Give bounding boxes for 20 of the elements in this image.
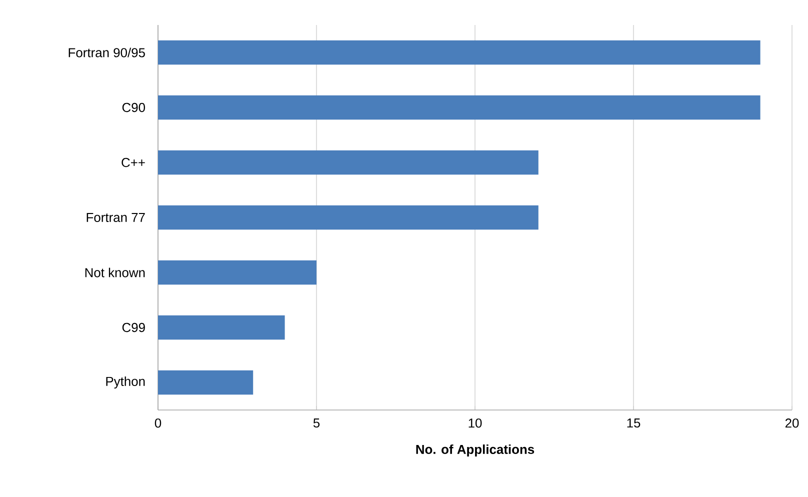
bar — [158, 40, 760, 65]
x-tick-label: 20 — [785, 418, 799, 428]
y-tick-label: Fortran 77 — [86, 212, 145, 222]
x-tick-label: 5 — [313, 418, 320, 428]
x-tick-label: 0 — [154, 418, 162, 428]
bar — [158, 95, 760, 120]
y-tick-label: C++ — [122, 158, 145, 168]
bar — [158, 260, 316, 285]
x-tick-label: 10 — [468, 418, 482, 428]
y-tick-label: Python — [106, 376, 145, 389]
bar — [158, 150, 538, 175]
y-tick-label: Fortran 90/95 — [68, 48, 145, 58]
x-axis-title: No. of Applications — [416, 444, 534, 457]
y-tick-label: C99 — [122, 322, 145, 332]
bar — [158, 205, 538, 230]
y-tick-label: C90 — [122, 102, 146, 112]
x-tick-label: 15 — [627, 418, 640, 428]
y-tick-label: Not known — [85, 268, 145, 278]
bar — [158, 315, 285, 340]
bar — [158, 370, 254, 395]
